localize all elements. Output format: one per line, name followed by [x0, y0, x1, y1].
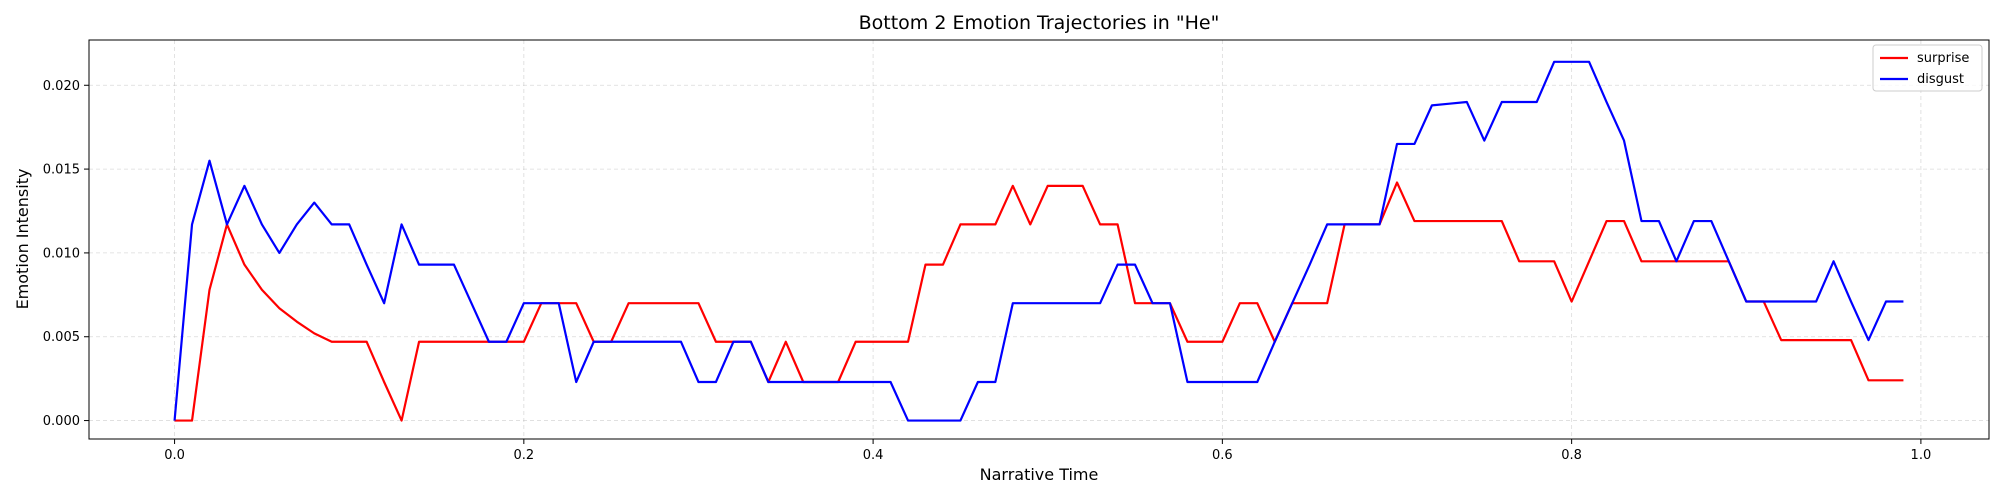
x-axis-ticks: 0.0 0.2 0.4 0.6 0.8 1.0: [164, 439, 1931, 463]
x-tick-label: 1.0: [1911, 448, 1932, 463]
y-axis-label: Emotion Intensity: [13, 169, 32, 310]
y-tick-label: 0.005: [43, 330, 80, 345]
y-tick-label: 0.020: [43, 79, 80, 94]
plot-frame: [88, 39, 1990, 440]
x-tick-label: 0.2: [513, 448, 534, 463]
series-line-surprise: [174, 181, 1904, 422]
x-axis-label: Narrative Time: [980, 465, 1099, 484]
y-axis-ticks: 0.000 0.005 0.010 0.015 0.020: [43, 79, 89, 429]
legend: surprise disgust: [1872, 44, 1983, 92]
chart-title: Bottom 2 Emotion Trajectories in "He": [859, 12, 1220, 34]
series-line-disgust: [173, 60, 1904, 422]
y-tick-label: 0.015: [43, 163, 80, 178]
legend-label-disgust: disgust: [1917, 72, 1964, 87]
y-tick-label: 0.010: [43, 246, 80, 261]
x-tick-label: 0.8: [1561, 448, 1582, 463]
legend-label-surprise: surprise: [1917, 51, 1969, 66]
x-tick-label: 0.6: [1212, 448, 1233, 463]
x-tick-label: 0.4: [863, 448, 884, 463]
x-tick-label: 0.0: [164, 448, 185, 463]
series-lines: [173, 60, 1904, 422]
y-tick-label: 0.000: [43, 414, 80, 429]
